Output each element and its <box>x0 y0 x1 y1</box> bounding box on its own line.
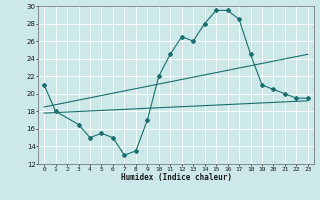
X-axis label: Humidex (Indice chaleur): Humidex (Indice chaleur) <box>121 173 231 182</box>
